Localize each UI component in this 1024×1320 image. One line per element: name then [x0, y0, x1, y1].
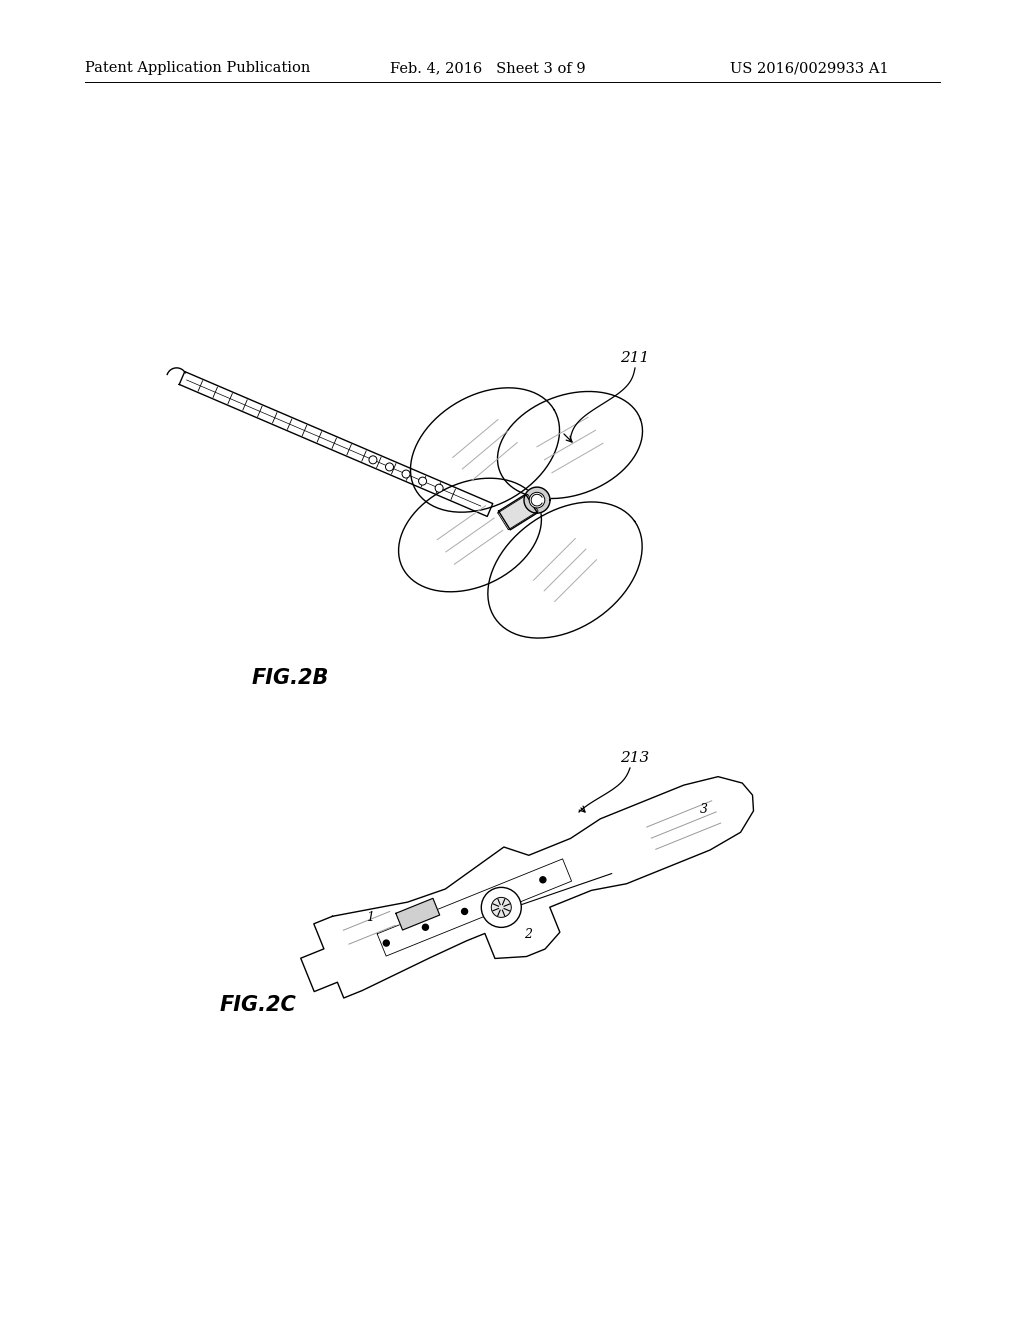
Circle shape	[492, 898, 511, 917]
Polygon shape	[179, 371, 493, 516]
Circle shape	[540, 876, 546, 883]
Text: FIG.2B: FIG.2B	[251, 668, 329, 688]
Text: US 2016/0029933 A1: US 2016/0029933 A1	[730, 61, 889, 75]
Text: 213: 213	[620, 751, 649, 766]
Circle shape	[529, 492, 545, 508]
Polygon shape	[301, 776, 754, 998]
Text: FIG.2C: FIG.2C	[219, 995, 296, 1015]
Text: 3: 3	[700, 803, 709, 816]
Polygon shape	[396, 899, 439, 931]
Circle shape	[423, 924, 428, 931]
Text: Feb. 4, 2016   Sheet 3 of 9: Feb. 4, 2016 Sheet 3 of 9	[390, 61, 586, 75]
Circle shape	[419, 477, 427, 486]
Polygon shape	[499, 494, 538, 529]
Circle shape	[481, 887, 521, 928]
Circle shape	[435, 484, 443, 492]
Text: 211: 211	[620, 351, 649, 366]
Circle shape	[385, 463, 393, 471]
Circle shape	[402, 470, 410, 478]
Circle shape	[383, 940, 389, 946]
Polygon shape	[487, 502, 642, 638]
Text: 1: 1	[367, 911, 375, 924]
Text: 2: 2	[524, 928, 532, 941]
Circle shape	[501, 892, 507, 899]
Text: Patent Application Publication: Patent Application Publication	[85, 61, 310, 75]
Polygon shape	[498, 392, 642, 499]
Circle shape	[462, 908, 468, 915]
Polygon shape	[411, 388, 559, 512]
Circle shape	[369, 455, 377, 463]
Polygon shape	[524, 487, 550, 513]
Polygon shape	[398, 478, 542, 591]
